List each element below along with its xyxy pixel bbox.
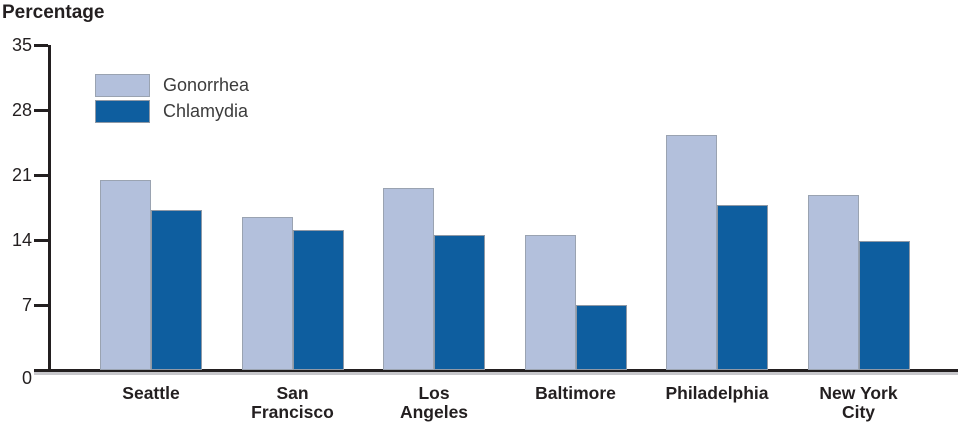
x-axis-label: Philadelphia <box>665 383 769 403</box>
bar-gonorrhea <box>666 135 717 370</box>
legend-label: Chlamydia <box>163 101 249 121</box>
y-tick-label: 35 <box>11 35 32 55</box>
y-tick-label: 0 <box>21 368 32 388</box>
y-tick <box>34 238 48 242</box>
legend-entry: Gonorrhea <box>95 74 395 97</box>
bar-chlamydia <box>434 235 485 370</box>
bar-chlamydia <box>858 240 910 370</box>
bar-gonorrhea <box>807 195 859 370</box>
bar-chlamydia <box>151 210 202 370</box>
x-axis-label: New York City <box>819 383 898 422</box>
y-tick-label: 7 <box>21 295 32 315</box>
legend: Gonorrhea Chlamydia <box>95 74 395 134</box>
legend-swatch-gonorrhea <box>95 74 150 97</box>
y-axis-line <box>48 45 51 372</box>
x-axis-label: Baltimore <box>535 383 616 403</box>
bar-chlamydia <box>575 305 627 370</box>
bar-chlamydia <box>292 229 344 370</box>
y-tick-label: 28 <box>11 100 32 120</box>
bar-gonorrhea <box>524 235 576 370</box>
bar-chlamydia <box>717 204 768 370</box>
y-axis-title: Percentage <box>2 2 105 23</box>
x-axis-line <box>34 369 958 372</box>
y-tick <box>34 108 48 112</box>
y-tick <box>34 173 48 177</box>
bar-gonorrhea <box>241 216 293 370</box>
legend-label: Gonorrhea <box>163 75 250 95</box>
legend-swatch-chlamydia <box>95 100 150 123</box>
y-tick-label: 21 <box>11 165 32 185</box>
legend-entry: Chlamydia <box>95 100 395 123</box>
x-axis-label: Los Angeles <box>399 383 469 422</box>
y-tick <box>34 303 48 307</box>
y-tick-label: 14 <box>11 230 32 250</box>
bar-gonorrhea <box>383 188 434 370</box>
x-axis-shadow <box>34 372 958 375</box>
bar-gonorrhea <box>100 179 151 370</box>
x-axis-label: Seattle <box>122 383 180 403</box>
y-tick <box>34 43 48 47</box>
x-axis-label: San Francisco <box>251 383 334 422</box>
